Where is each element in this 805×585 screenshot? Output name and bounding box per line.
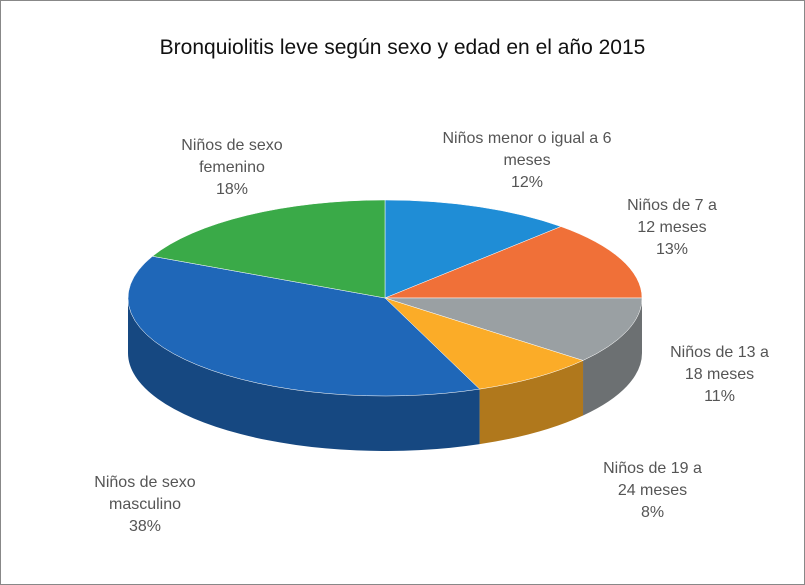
slice-label: Niños de sexo femenino 18% xyxy=(167,135,297,201)
slice-label: Niños de 13 a 18 meses 11% xyxy=(662,342,777,408)
slice xyxy=(384,226,643,299)
category-label: Niños de 7 a 12 meses xyxy=(627,197,717,236)
category-label: Niños de 19 a 24 meses xyxy=(603,460,702,499)
value-label: 18% xyxy=(215,181,249,198)
slice-label: Niños de sexo masculino 38% xyxy=(60,472,230,538)
category-label: Niños de sexo masculino xyxy=(94,474,196,513)
slice xyxy=(151,199,386,299)
value-label: 13% xyxy=(655,241,689,258)
category-label: Niños menor o igual a 6 meses xyxy=(442,130,612,169)
slice xyxy=(127,256,481,397)
slice-side xyxy=(583,298,642,416)
slice xyxy=(384,297,584,390)
slice-side xyxy=(128,298,480,451)
slice-label: Niños menor o igual a 6 meses 12% xyxy=(437,128,617,194)
category-label: Niños de sexo femenino xyxy=(181,137,283,176)
value-label: 11% xyxy=(704,388,735,405)
slice xyxy=(384,199,562,299)
slice xyxy=(384,297,643,361)
chart-title: Bronquiolitis leve según sexo y edad en … xyxy=(159,36,646,59)
value-label: 8% xyxy=(640,504,665,521)
value-label: 38% xyxy=(128,518,162,535)
slice-side xyxy=(479,360,584,445)
slice-label: Niños de 19 a 24 meses 8% xyxy=(595,458,710,524)
category-label: Niños de 13 a 18 meses xyxy=(670,344,769,383)
slice-label: Niños de 7 a 12 meses 13% xyxy=(617,195,727,261)
value-label: 12% xyxy=(510,174,544,191)
